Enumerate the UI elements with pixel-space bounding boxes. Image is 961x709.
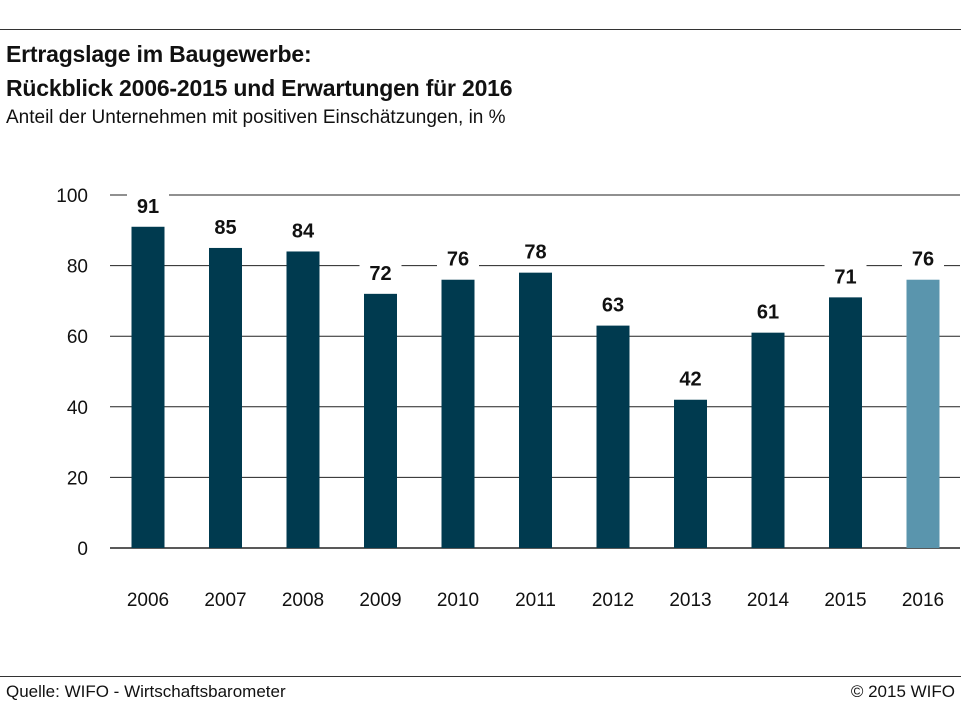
y-axis-ticks: 0 20 40 60 80 100 (56, 186, 88, 560)
data-label-backing (204, 212, 247, 239)
x-axis-ticks: 2006 2007 2008 2009 2010 2011 2012 2013 2014 2015… (127, 590, 944, 611)
bar-2016 (906, 279, 940, 548)
x-tick-label-2016: 2016 (902, 590, 944, 611)
data-label-backing (824, 262, 867, 289)
bars (131, 226, 940, 549)
bar-2013 (674, 399, 707, 548)
y-tick-label: 100 (56, 186, 88, 207)
data-label-backing (359, 258, 402, 285)
bar-chart: 0 20 40 60 80 100 91 85 84 72 76 78 63 42 61 71 76 2006… (56, 186, 960, 611)
data-label-2016: 76 (912, 249, 934, 271)
data-label-2009: 72 (369, 263, 391, 285)
top-rule (0, 29, 961, 30)
data-label-backing (669, 364, 712, 391)
y-tick-label: 60 (67, 327, 88, 348)
data-label-backing (592, 290, 634, 317)
bar-2014 (751, 332, 785, 548)
x-tick-label-2010: 2010 (437, 590, 479, 611)
copyright-note: © 2015 WIFO (850, 682, 955, 701)
bar-2012 (596, 325, 630, 548)
bottom-rule (0, 676, 961, 677)
data-label-2015: 71 (834, 266, 856, 288)
bar-2009 (364, 293, 397, 548)
data-label-backing (747, 297, 789, 324)
data-label-2013: 42 (679, 369, 701, 391)
data-label-2010: 76 (447, 249, 469, 271)
x-tick-label-2011: 2011 (515, 590, 556, 611)
bar-2010 (441, 279, 475, 548)
bar-2008 (286, 251, 320, 549)
data-label-backing (902, 244, 944, 271)
data-label-2014: 61 (757, 302, 779, 324)
data-label-backing (437, 244, 479, 271)
data-label-2006: 91 (137, 196, 159, 218)
y-tick-label: 0 (77, 539, 88, 560)
chart-title-line-1: Ertragslage im Baugewerbe: (6, 41, 312, 67)
x-tick-label-2015: 2015 (824, 590, 866, 611)
chart-title-line-2: Rückblick 2006-2015 und Erwartungen für … (6, 75, 513, 101)
data-labels: 91 85 84 72 76 78 63 42 61 71 76 (127, 191, 944, 391)
data-label-2011: 78 (524, 242, 546, 264)
x-tick-label-2009: 2009 (359, 590, 401, 611)
x-tick-label-2007: 2007 (204, 590, 246, 611)
x-tick-label-2008: 2008 (282, 590, 324, 611)
source-note: Quelle: WIFO - Wirtschaftsbarometer (6, 682, 286, 701)
x-tick-label-2014: 2014 (747, 590, 790, 611)
data-label-2012: 63 (602, 295, 624, 317)
x-tick-label-2013: 2013 (669, 590, 711, 611)
bar-2007 (209, 247, 242, 548)
y-tick-label: 40 (67, 398, 88, 419)
data-label-backing (127, 191, 169, 218)
data-label-2008: 84 (292, 220, 315, 242)
chart-subtitle: Anteil der Unternehmen mit positiven Ein… (6, 107, 506, 128)
bar-2006 (131, 226, 165, 548)
x-tick-label-2006: 2006 (127, 590, 169, 611)
data-label-backing (282, 216, 324, 243)
bar-2011 (519, 272, 552, 548)
data-label-2007: 85 (214, 217, 236, 239)
y-tick-label: 80 (67, 257, 88, 278)
y-tick-label: 20 (67, 468, 88, 489)
bar-2015 (829, 297, 862, 548)
data-label-backing (514, 237, 557, 264)
x-tick-label-2012: 2012 (592, 590, 634, 611)
